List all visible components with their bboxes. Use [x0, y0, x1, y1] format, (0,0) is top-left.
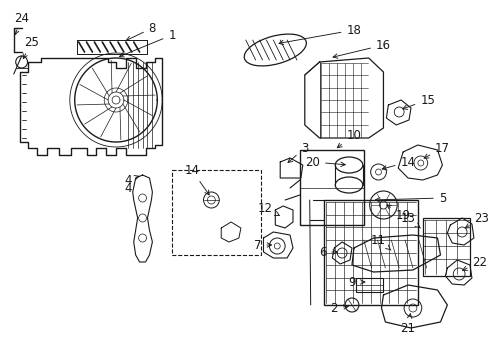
Text: 2: 2 [330, 302, 347, 315]
Text: 10: 10 [337, 129, 361, 148]
Text: 13: 13 [400, 212, 420, 228]
Bar [299, 150, 363, 225]
Text: 17: 17 [423, 141, 449, 158]
Text: 23: 23 [465, 212, 488, 228]
Bar [355, 278, 383, 292]
Text: 14: 14 [382, 156, 415, 170]
Text: 16: 16 [332, 39, 390, 58]
Text: 18: 18 [279, 23, 361, 45]
Text: 20: 20 [305, 156, 345, 168]
Text: 24: 24 [14, 12, 29, 35]
Text: 5: 5 [375, 192, 445, 204]
Text: 3: 3 [287, 141, 308, 162]
Text: 15: 15 [402, 94, 434, 109]
Bar [324, 200, 417, 305]
Text: 9: 9 [347, 275, 364, 288]
Text: 8: 8 [126, 22, 156, 40]
Text: 21: 21 [400, 314, 415, 334]
Text: 6: 6 [318, 246, 337, 258]
Bar [172, 170, 260, 255]
Text: 1: 1 [119, 28, 176, 57]
Text: 7: 7 [253, 239, 271, 252]
Text: 14: 14 [184, 163, 209, 195]
Text: 4: 4 [124, 174, 139, 186]
Bar [422, 218, 469, 276]
Text: 19: 19 [386, 205, 410, 221]
Text: 22: 22 [462, 256, 487, 270]
Text: 4: 4 [124, 181, 131, 194]
Text: 11: 11 [370, 234, 390, 250]
Text: 25: 25 [23, 36, 39, 59]
Text: 12: 12 [258, 202, 279, 216]
